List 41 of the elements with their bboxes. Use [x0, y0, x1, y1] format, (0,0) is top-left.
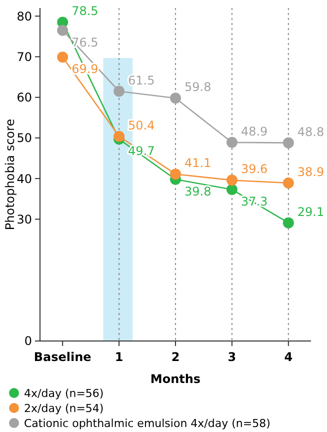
- point: [282, 178, 294, 189]
- point: [170, 168, 181, 180]
- point: [57, 52, 68, 63]
- y-tick-label: 30: [16, 212, 32, 226]
- y-tick-label: 50: [16, 131, 32, 146]
- point: [226, 184, 238, 196]
- data-label: 76.5: [72, 35, 98, 50]
- data-label: 39.6: [240, 162, 268, 176]
- point: [170, 92, 181, 104]
- x-tick-label: 3: [228, 350, 236, 364]
- legend-label: 4x/day (n=56): [24, 386, 104, 400]
- data-label: 41.1: [184, 156, 212, 170]
- x-axis-title: Months: [150, 372, 201, 386]
- data-label: 48.8: [297, 124, 324, 139]
- y-tick-label: 40: [16, 172, 32, 186]
- data-label: 61.5: [128, 73, 155, 88]
- x-tick-label: 2: [171, 350, 180, 364]
- y-tick-label: 70: [16, 50, 32, 64]
- y-tick-label: 60: [16, 90, 32, 105]
- point: [114, 86, 125, 97]
- y-tick-label: 0: [24, 334, 32, 348]
- x-tick-label: 1: [114, 350, 124, 364]
- x-tick-label: Baseline: [34, 350, 92, 364]
- point: [226, 174, 238, 186]
- point: [226, 136, 238, 148]
- point: [282, 137, 294, 148]
- data-label: 78.5: [72, 4, 98, 18]
- data-label: 48.9: [240, 124, 268, 138]
- data-label: 38.9: [297, 165, 324, 180]
- data-label: 59.8: [184, 80, 212, 94]
- legend-label: 2x/day (n=54): [24, 402, 104, 415]
- y-tick-label: 80: [16, 9, 32, 24]
- y-axis-title: Photophobia score: [3, 118, 17, 230]
- data-label: 50.4: [128, 118, 155, 132]
- point: [282, 217, 294, 228]
- data-label: 39.8: [184, 184, 212, 198]
- x-tick-label: 4: [284, 350, 293, 364]
- point: [114, 130, 125, 142]
- data-label: 29.1: [297, 204, 324, 219]
- legend-label: Cationic ophthalmic emulsion 4x/day (n=58): [24, 416, 270, 430]
- point: [57, 24, 68, 36]
